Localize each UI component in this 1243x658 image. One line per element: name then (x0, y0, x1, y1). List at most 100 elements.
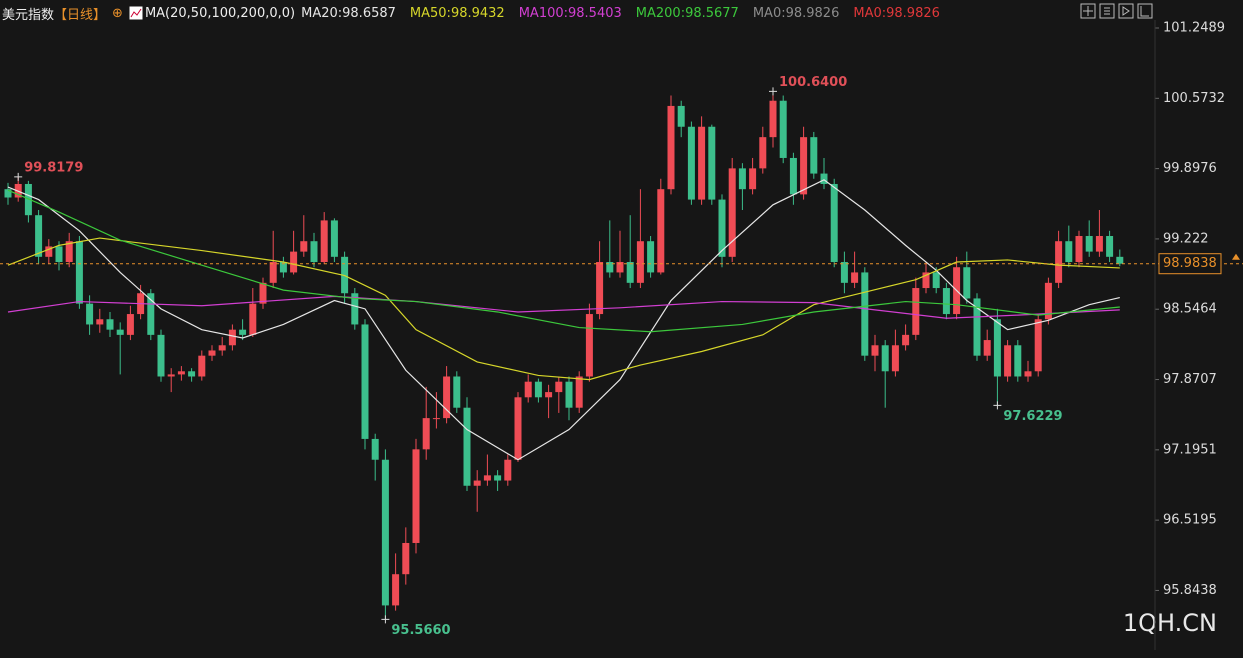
indicator-icon[interactable] (129, 6, 143, 20)
tool-button[interactable] (1080, 3, 1096, 19)
candle-body (800, 137, 808, 195)
candle-body (922, 272, 930, 289)
candle-body (759, 137, 767, 169)
candle-body (371, 438, 379, 460)
candle-body (555, 381, 563, 393)
candle-body (871, 345, 879, 356)
candle-body (820, 173, 828, 184)
candle-body (524, 381, 532, 398)
candle-body (779, 100, 787, 158)
y-tick-label: 98.5464 (1163, 302, 1217, 317)
candle-body (106, 319, 114, 330)
extreme-marker (993, 401, 1002, 410)
candle-body (657, 189, 665, 273)
candle-body (65, 241, 73, 263)
candle-body (453, 376, 461, 408)
candle-body (483, 475, 491, 481)
candle-body (891, 345, 899, 372)
extreme-label: 99.8179 (24, 160, 83, 175)
extreme-label: 97.6229 (1003, 409, 1062, 424)
candle-body (1024, 371, 1032, 377)
candle-body (443, 376, 451, 419)
legend-item: MA100:98.5403 (518, 5, 622, 21)
candle-body (698, 126, 706, 200)
candle-body (973, 298, 981, 356)
candle-body (1085, 236, 1093, 252)
candle-body (96, 319, 104, 325)
candle-body (330, 220, 338, 257)
candle-body (789, 157, 797, 195)
candle-body (769, 100, 777, 138)
candle-body (840, 262, 848, 283)
tool-button[interactable] (1099, 3, 1115, 19)
tool-button[interactable] (1118, 3, 1134, 19)
legend-item: MA0:98.9826 (853, 5, 940, 21)
candle-body (1044, 282, 1052, 320)
y-tick-label: 99.8976 (1163, 161, 1217, 176)
candle-body (1095, 236, 1103, 252)
candle-body (392, 574, 400, 606)
legend: MA20:98.6587 MA50:98.9432 MA100:98.5403 MA2… (301, 6, 940, 21)
candle-body (463, 407, 471, 486)
candle-body (239, 329, 247, 335)
ma-line (7, 179, 1120, 461)
ma-params: MA(20,50,100,200,0,0) (144, 5, 296, 21)
ma-line (7, 237, 1120, 381)
candle-body (198, 355, 206, 377)
candle-body (35, 215, 43, 257)
candle-body (687, 126, 695, 200)
candle-body (188, 371, 196, 377)
candle-body (1106, 236, 1114, 257)
y-tick-label: 97.8707 (1163, 372, 1217, 387)
candle-body (432, 418, 440, 420)
header: 美元指数 【日线】 ⊕ MA(20,50,100,200,0,0) MA20:9… (2, 4, 940, 23)
candle-body (575, 376, 583, 408)
candle-body (942, 288, 950, 315)
candle-body (718, 199, 726, 257)
candle-body (993, 319, 1001, 377)
candle-body (606, 262, 614, 273)
candle-body (290, 251, 298, 273)
candle-body (86, 303, 94, 325)
candle-body (279, 262, 287, 273)
candle-body (636, 241, 644, 283)
candle-body (810, 137, 818, 174)
last-price-box (1158, 253, 1222, 275)
candle-body (412, 449, 420, 543)
candle-body (55, 246, 63, 263)
extreme-label: 95.5660 (391, 623, 450, 638)
candle-body (1034, 319, 1042, 372)
candle-body (902, 334, 910, 346)
candle-body (728, 168, 736, 257)
legend-item: MA200:98.5677 (635, 5, 739, 21)
candle-body (473, 480, 481, 486)
legend-item: MA20:98.6587 (301, 5, 396, 21)
candle-body (881, 345, 889, 372)
candle-body (738, 168, 746, 190)
candle-body (126, 314, 134, 335)
tool-icon (1083, 6, 1149, 17)
candle-body (208, 350, 216, 356)
toolbar (1080, 3, 1153, 19)
candle-body (861, 272, 869, 356)
add-icon[interactable]: ⊕ (112, 5, 123, 21)
candle-body (402, 542, 410, 575)
candle-body (932, 272, 940, 289)
candle-body (1014, 345, 1022, 377)
last-price-marker (1232, 253, 1240, 260)
watermark: 1QH.CN (1123, 609, 1217, 637)
candles (4, 91, 1124, 620)
candle-body (75, 241, 83, 304)
candle-body (147, 293, 155, 335)
candle-body (983, 340, 991, 356)
candle-body (1055, 241, 1063, 283)
candle-body (616, 262, 624, 273)
candle-body (422, 418, 430, 450)
title: 美元指数 (2, 7, 55, 23)
candle-body (963, 267, 971, 299)
tool-button[interactable] (1137, 3, 1153, 19)
period[interactable]: 【日线】 (54, 7, 107, 23)
candle-body (514, 397, 522, 460)
